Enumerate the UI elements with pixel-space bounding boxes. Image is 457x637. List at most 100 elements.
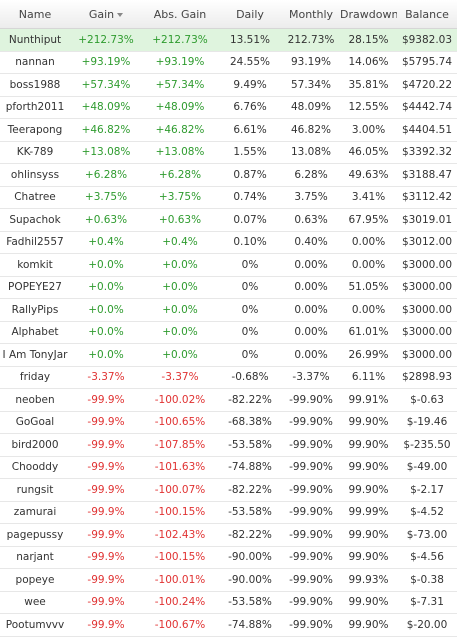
table-row[interactable]: ohlinsyss +6.28% +6.28% 0.87% 6.28% 49.63% $31… [0, 163, 457, 187]
cell-daily: 0% [218, 253, 282, 277]
cell-balance: $2898.93 [397, 366, 457, 389]
cell-name[interactable]: Supachok [0, 208, 70, 232]
table-row[interactable]: nannan +93.19% +93.19% 24.55% 93.19% 14.06% $5… [0, 51, 457, 74]
column-header-drawdown[interactable]: Drawdown [340, 0, 397, 29]
table-body: Nunthiput +212.73% +212.73% 13.51% 212.73% 28… [0, 28, 457, 637]
cell-name[interactable]: boss1988 [0, 73, 70, 97]
table-row[interactable]: Pootumvvv -99.9% -100.67% -74.88% -99.90% 99.… [0, 613, 457, 637]
cell-monthly: 57.34% [282, 73, 340, 97]
table-row[interactable]: Alphabet +0.0% +0.0% 0% 0.00% 61.01% $3000.00 [0, 321, 457, 344]
cell-balance: $3012.00 [397, 231, 457, 254]
cell-gain: +93.19% [70, 51, 142, 74]
cell-gain: -3.37% [70, 366, 142, 389]
table-row[interactable]: pforth2011 +48.09% +48.09% 6.76% 48.09% 12.55… [0, 96, 457, 119]
table-row[interactable]: Teerapong +46.82% +46.82% 6.61% 46.82% 3.00% $… [0, 118, 457, 142]
cell-monthly: 0.63% [282, 208, 340, 232]
cell-name[interactable]: komkit [0, 253, 70, 277]
cell-name[interactable]: I Am TonyJar [0, 343, 70, 367]
table-row[interactable]: wee -99.9% -100.24% -53.58% -99.90% 99.90% $-7… [0, 591, 457, 614]
cell-gain: +6.28% [70, 163, 142, 187]
cell-daily: -74.88% [218, 456, 282, 479]
cell-drawdown: 0.00% [340, 253, 397, 277]
cell-daily: 0.10% [218, 231, 282, 254]
cell-name[interactable]: nannan [0, 51, 70, 74]
cell-abs-gain: +46.82% [142, 118, 218, 142]
cell-name[interactable]: pforth2011 [0, 96, 70, 119]
cell-abs-gain: +48.09% [142, 96, 218, 119]
table-row[interactable]: POPEYE27 +0.0% +0.0% 0% 0.00% 51.05% $3000.00 [0, 276, 457, 299]
cell-name[interactable]: popeye [0, 568, 70, 592]
cell-monthly: 0.00% [282, 276, 340, 299]
cell-name[interactable]: ohlinsyss [0, 163, 70, 187]
table-row[interactable]: Chooddy -99.9% -101.63% -74.88% -99.90% 99.90… [0, 456, 457, 479]
cell-name[interactable]: rungsit [0, 478, 70, 502]
cell-balance: $4404.51 [397, 118, 457, 142]
column-header-name[interactable]: Name [0, 0, 70, 29]
cell-name[interactable]: KK-789 [0, 141, 70, 164]
cell-monthly: 3.75% [282, 186, 340, 209]
cell-balance: $-73.00 [397, 523, 457, 547]
cell-balance: $9382.03 [397, 28, 457, 52]
cell-name[interactable]: Pootumvvv [0, 613, 70, 637]
table-row[interactable]: boss1988 +57.34% +57.34% 9.49% 57.34% 35.81% $… [0, 73, 457, 97]
table-row[interactable]: narjant -99.9% -100.15% -90.00% -99.90% 99.90… [0, 546, 457, 569]
cell-name[interactable]: narjant [0, 546, 70, 569]
cell-gain: -99.9% [70, 411, 142, 434]
cell-name[interactable]: Fadhil2557 [0, 231, 70, 254]
table-row[interactable]: GoGoal -99.9% -100.65% -68.38% -99.90% 99.90%… [0, 411, 457, 434]
cell-name[interactable]: wee [0, 591, 70, 614]
cell-balance: $3112.42 [397, 186, 457, 209]
cell-name[interactable]: POPEYE27 [0, 276, 70, 299]
cell-gain: +13.08% [70, 141, 142, 164]
cell-gain: +0.0% [70, 321, 142, 344]
cell-daily: -82.22% [218, 478, 282, 502]
cell-balance: $-0.63 [397, 388, 457, 412]
cell-monthly: 13.08% [282, 141, 340, 164]
cell-name[interactable]: friday [0, 366, 70, 389]
column-header-monthly[interactable]: Monthly [282, 0, 340, 29]
header-label: Gain [88, 7, 115, 21]
table-row[interactable]: bird2000 -99.9% -107.85% -53.58% -99.90% 99.9… [0, 433, 457, 457]
cell-daily: -82.22% [218, 388, 282, 412]
table-row[interactable]: pagepussy -99.9% -102.43% -82.22% -99.90% 99.… [0, 523, 457, 547]
cell-name[interactable]: bird2000 [0, 433, 70, 457]
table-row[interactable]: KK-789 +13.08% +13.08% 1.55% 13.08% 46.05% $33… [0, 141, 457, 164]
cell-name[interactable]: zamurai [0, 501, 70, 524]
header-row: Name Gain Abs. Gain Daily Monthly Drawdo… [0, 0, 457, 29]
cell-drawdown: 61.01% [340, 321, 397, 344]
cell-monthly: 46.82% [282, 118, 340, 142]
cell-name[interactable]: GoGoal [0, 411, 70, 434]
cell-name[interactable]: Chooddy [0, 456, 70, 479]
cell-abs-gain: +13.08% [142, 141, 218, 164]
cell-abs-gain: -100.67% [142, 613, 218, 637]
cell-drawdown: 99.91% [340, 388, 397, 412]
table-row[interactable]: I Am TonyJar +0.0% +0.0% 0% 0.00% 26.99% $3000… [0, 343, 457, 367]
sort-descending-icon [117, 12, 124, 17]
column-header-daily[interactable]: Daily [218, 0, 282, 29]
cell-balance: $-2.17 [397, 478, 457, 502]
table-row[interactable]: rungsit -99.9% -100.07% -82.22% -99.90% 99.90… [0, 478, 457, 502]
cell-drawdown: 0.00% [340, 298, 397, 322]
column-header-abs-gain[interactable]: Abs. Gain [142, 0, 218, 29]
cell-drawdown: 99.90% [340, 411, 397, 434]
column-header-gain[interactable]: Gain [70, 0, 142, 29]
table-row[interactable]: zamurai -99.9% -100.15% -53.58% -99.90% 99.99… [0, 501, 457, 524]
table-row[interactable]: Nunthiput +212.73% +212.73% 13.51% 212.73% 28… [0, 28, 457, 52]
table-row[interactable]: Fadhil2557 +0.4% +0.4% 0.10% 0.40% 0.00% $3012… [0, 231, 457, 254]
cell-name[interactable]: Teerapong [0, 118, 70, 142]
table-row[interactable]: friday -3.37% -3.37% -0.68% -3.37% 6.11% $2898… [0, 366, 457, 389]
cell-name[interactable]: pagepussy [0, 523, 70, 547]
cell-name[interactable]: Chatree [0, 186, 70, 209]
cell-abs-gain: -100.02% [142, 388, 218, 412]
table-row[interactable]: popeye -99.9% -100.01% -90.00% -99.90% 99.93%… [0, 568, 457, 592]
table-row[interactable]: neoben -99.9% -100.02% -82.22% -99.90% 99.91%… [0, 388, 457, 412]
cell-name[interactable]: RallyPips [0, 298, 70, 322]
cell-name[interactable]: neoben [0, 388, 70, 412]
table-row[interactable]: Chatree +3.75% +3.75% 0.74% 3.75% 3.41% $3112.… [0, 186, 457, 209]
cell-name[interactable]: Nunthiput [0, 28, 70, 52]
table-row[interactable]: komkit +0.0% +0.0% 0% 0.00% 0.00% $3000.00 [0, 253, 457, 277]
table-row[interactable]: RallyPips +0.0% +0.0% 0% 0.00% 0.00% $3000.00 [0, 298, 457, 322]
table-row[interactable]: Supachok +0.63% +0.63% 0.07% 0.63% 67.95% $301… [0, 208, 457, 232]
column-header-balance[interactable]: Balance [397, 0, 457, 29]
cell-name[interactable]: Alphabet [0, 321, 70, 344]
